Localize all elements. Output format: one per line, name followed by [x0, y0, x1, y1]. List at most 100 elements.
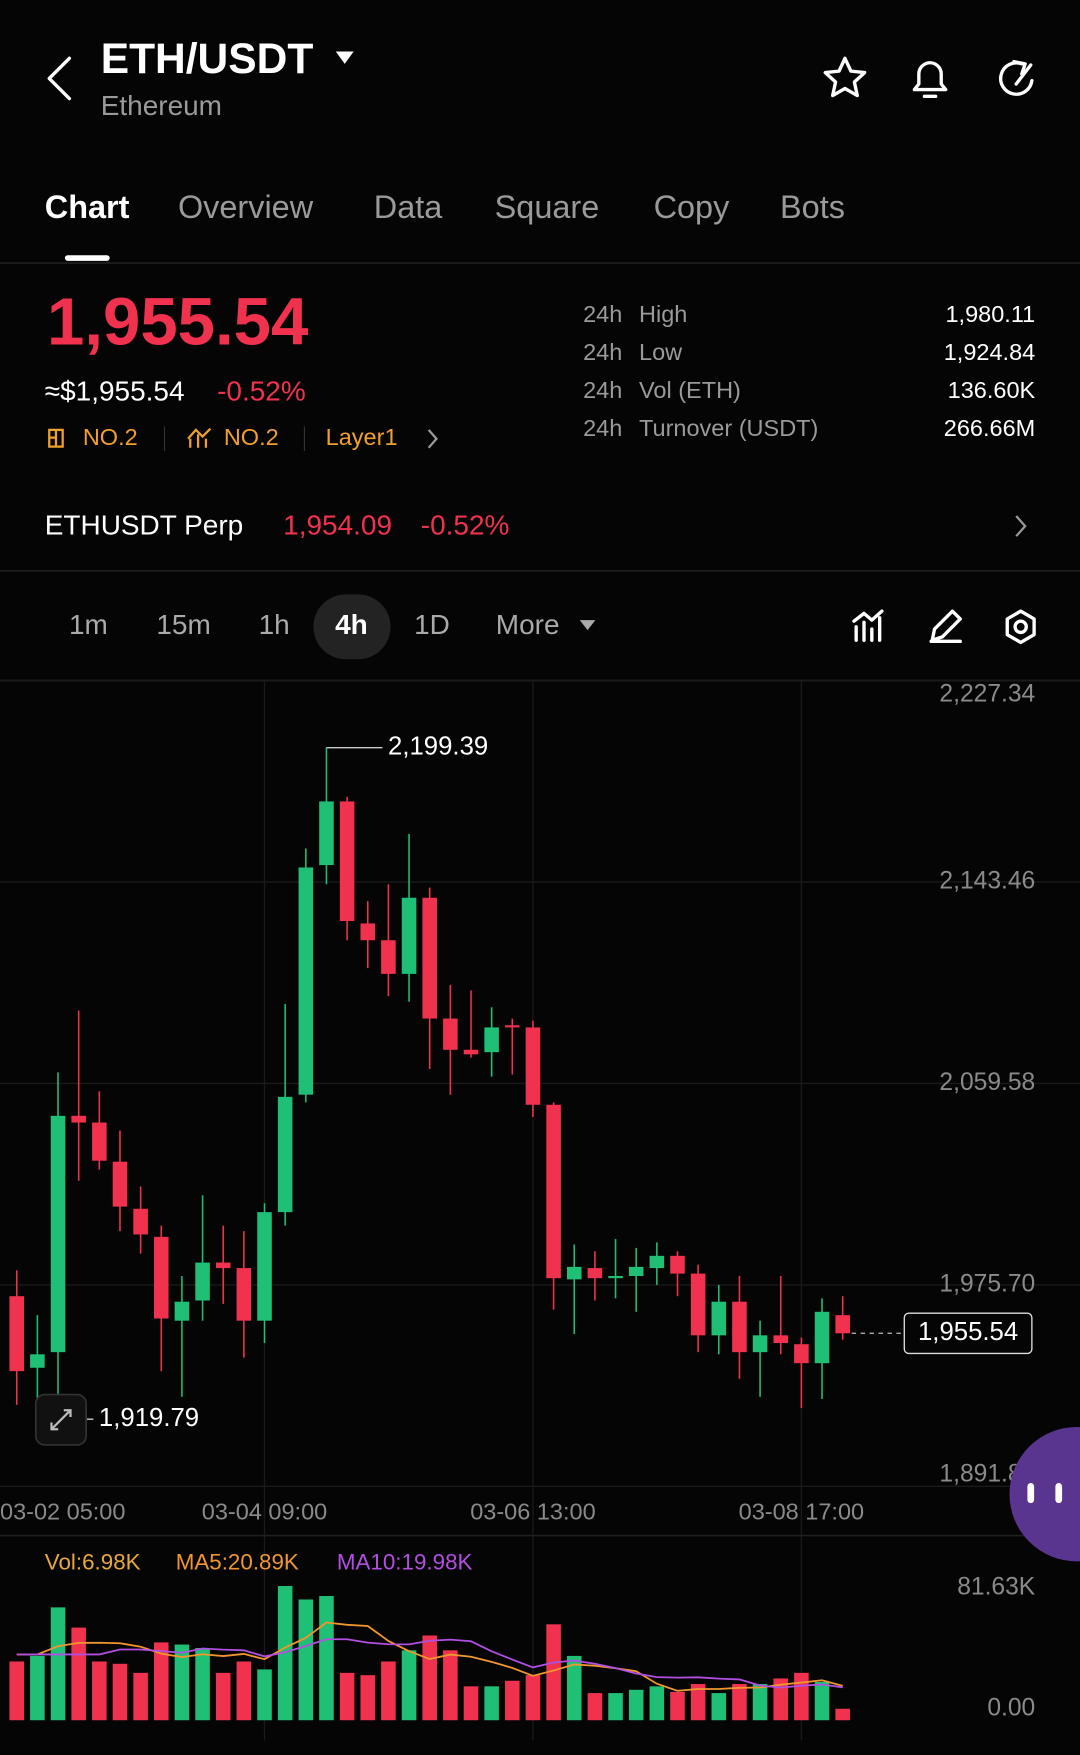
- x-tick-label: 03-06 13:00: [470, 1498, 595, 1524]
- floating-icon: [1027, 1482, 1035, 1504]
- candle-body: [257, 1212, 272, 1321]
- rank-badge[interactable]: NO.2: [83, 424, 138, 450]
- y-tick-label: 2,227.34: [939, 681, 1035, 708]
- perp-row[interactable]: [0, 488, 1080, 567]
- legend-entry: MA5:20.89K: [176, 1549, 299, 1574]
- candle-body: [835, 1315, 850, 1334]
- candle-body: [794, 1344, 809, 1364]
- volume-bar: [195, 1648, 210, 1721]
- volume-bar: [525, 1675, 541, 1721]
- candle-body: [649, 1255, 665, 1269]
- share-button[interactable]: [999, 59, 1034, 96]
- candle-body: [112, 1161, 128, 1207]
- interval-selected: [313, 594, 391, 660]
- stat-period: 24h: [583, 377, 622, 403]
- chevron: [427, 429, 438, 449]
- last-price-label: 1,955.54: [918, 1318, 1018, 1346]
- indicator-button[interactable]: [852, 609, 884, 642]
- volume-bar: [112, 1663, 128, 1721]
- candle-body: [133, 1208, 148, 1235]
- volume-bar: [608, 1693, 623, 1721]
- volume-bar: [443, 1650, 458, 1721]
- volume-bar: [401, 1650, 417, 1721]
- rank-badge[interactable]: NO.2: [224, 424, 279, 450]
- candle-body: [814, 1311, 830, 1364]
- annotation-label: 2,199.39: [388, 732, 488, 760]
- fullscreen-icon: [50, 1409, 72, 1431]
- candle-body: [546, 1104, 561, 1279]
- volume-bar: [71, 1627, 86, 1721]
- stat-value: 1,924.84: [944, 339, 1035, 365]
- tab[interactable]: Chart: [45, 189, 130, 225]
- volume-bar: [92, 1661, 107, 1721]
- stat-label: High: [639, 301, 687, 327]
- candle-body: [92, 1122, 107, 1161]
- alert-button[interactable]: [912, 61, 948, 98]
- volume-bar: [174, 1644, 190, 1721]
- floating-button[interactable]: [1009, 1427, 1080, 1562]
- interval-button[interactable]: 15m: [156, 609, 210, 640]
- volume-bar: [711, 1693, 727, 1721]
- interval-button[interactable]: 1D: [414, 609, 450, 640]
- usd-price: ≈$1,955.54: [45, 375, 185, 406]
- stat-value: 266.66M: [944, 415, 1035, 441]
- volume-bar: [752, 1684, 768, 1721]
- candle-body: [608, 1276, 623, 1279]
- pair-title[interactable]: ETH/USDT: [101, 36, 314, 83]
- x-tick-label: 03-08 17:00: [739, 1498, 864, 1524]
- floating-icon: [1055, 1482, 1063, 1504]
- stat-value: 136.60K: [948, 377, 1036, 403]
- candle-body: [153, 1236, 169, 1319]
- legend-entry: MA10:19.98K: [337, 1549, 473, 1574]
- candle-body: [30, 1354, 45, 1368]
- settings-button[interactable]: [1005, 609, 1036, 645]
- candle-body: [277, 1096, 293, 1213]
- last-price-box: [903, 1312, 1033, 1355]
- candle-body: [566, 1266, 582, 1280]
- candle-body: [298, 867, 314, 1095]
- tab[interactable]: Square: [495, 189, 600, 225]
- tab[interactable]: Bots: [780, 189, 845, 225]
- volume-bar: [484, 1686, 499, 1721]
- pair-dropdown[interactable]: [335, 51, 354, 64]
- stat-label: Turnover (USDT): [639, 415, 818, 441]
- volume-bar: [298, 1599, 314, 1721]
- candle-body: [71, 1115, 86, 1123]
- interval-button[interactable]: 4h: [335, 609, 368, 640]
- candle-body: [50, 1115, 66, 1353]
- back-button[interactable]: [47, 56, 72, 101]
- interval-more[interactable]: More: [496, 609, 560, 640]
- rank-icon: [48, 428, 64, 448]
- candle-body: [690, 1273, 706, 1336]
- volume-bar: [732, 1684, 747, 1721]
- interval-button[interactable]: 1m: [69, 609, 108, 640]
- moving-average-line: [16, 1638, 843, 1689]
- tab[interactable]: Data: [374, 189, 443, 225]
- candle-body: [484, 1027, 499, 1053]
- tab[interactable]: Copy: [654, 189, 731, 225]
- last-price: 1,955.54: [47, 285, 308, 360]
- rank-icon: [187, 427, 212, 448]
- tab[interactable]: Overview: [178, 189, 314, 225]
- candle-body: [215, 1262, 231, 1269]
- stat-label: Low: [639, 339, 683, 365]
- volume-bar: [794, 1672, 809, 1721]
- candle-body: [236, 1268, 252, 1321]
- interval-button[interactable]: 1h: [259, 609, 290, 640]
- favorite-button[interactable]: [823, 56, 867, 98]
- candle-body: [525, 1027, 541, 1105]
- candle-body: [628, 1266, 644, 1277]
- stat-period: 24h: [583, 301, 622, 327]
- sector-tag[interactable]: Layer1: [326, 424, 398, 450]
- legend-entry: Vol:6.98K: [45, 1549, 141, 1574]
- volume-bar: [814, 1681, 830, 1721]
- settings-button[interactable]: [1013, 619, 1028, 635]
- volume-bar: [566, 1655, 582, 1721]
- candle-body: [195, 1262, 210, 1301]
- draw-button[interactable]: [929, 609, 962, 644]
- stat-period: 24h: [583, 415, 622, 441]
- volume-bar: [505, 1680, 520, 1721]
- candle-body: [463, 1049, 479, 1055]
